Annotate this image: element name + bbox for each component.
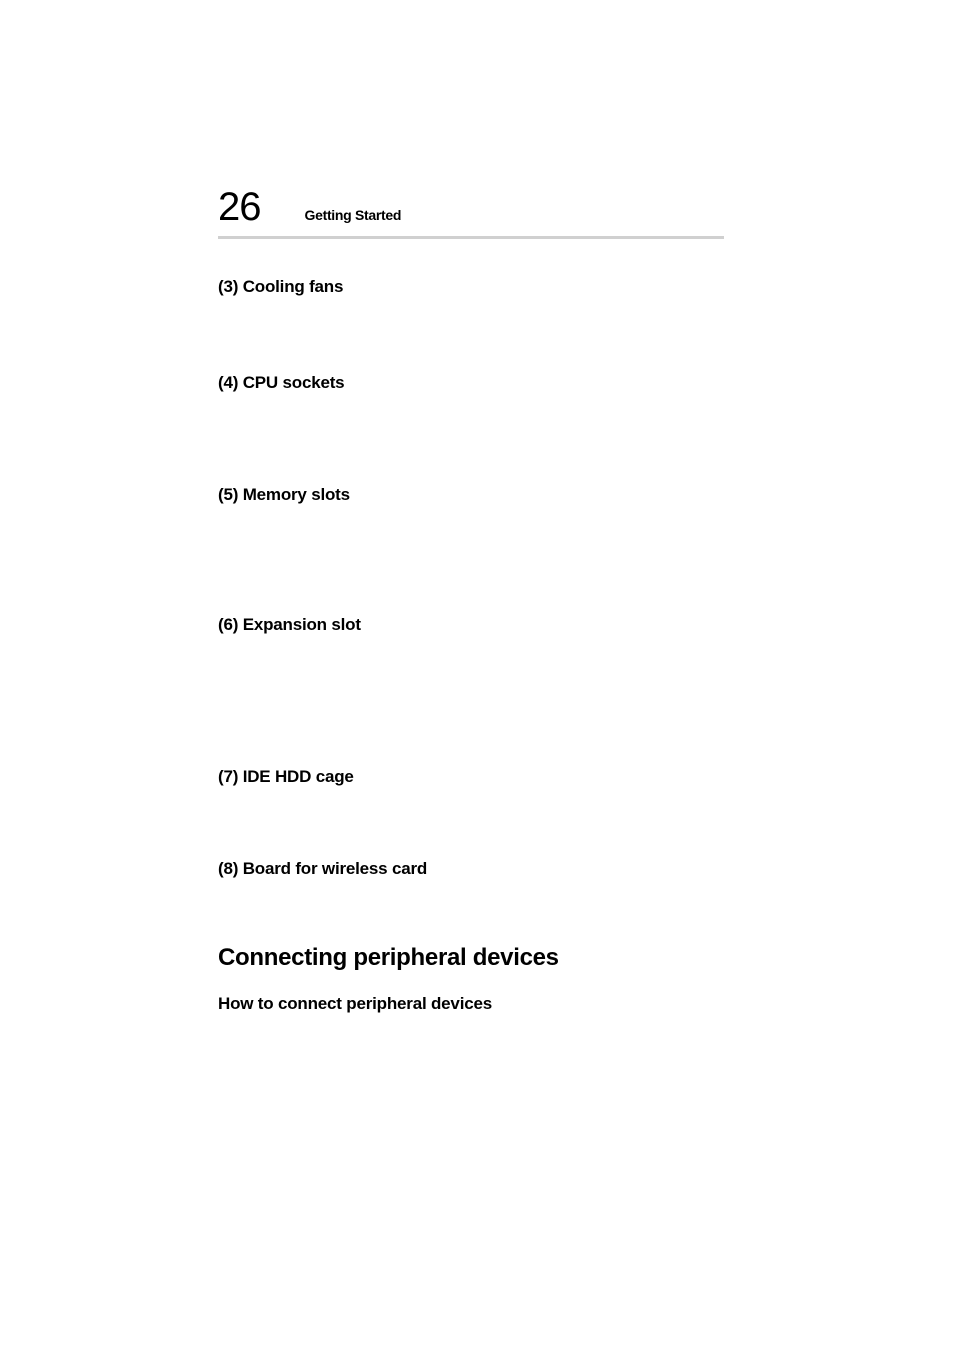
header-divider [218,236,724,239]
page-number: 26 [218,185,261,230]
page-header: 26 Getting Started [218,185,724,230]
header-title: Getting Started [305,207,402,223]
section-item-expansion-slot: (6) Expansion slot [218,615,724,635]
section-item-cpu-sockets: (4) CPU sockets [218,373,724,393]
page-container: 26 Getting Started (3) Cooling fans (4) … [0,0,954,1014]
sub-heading-how-to-connect: How to connect peripheral devices [218,994,724,1014]
section-item-memory-slots: (5) Memory slots [218,485,724,505]
section-item-cooling-fans: (3) Cooling fans [218,277,724,297]
section-item-ide-hdd-cage: (7) IDE HDD cage [218,767,724,787]
section-item-wireless-card-board: (8) Board for wireless card [218,859,724,879]
main-heading-connecting-peripherals: Connecting peripheral devices [218,944,724,972]
